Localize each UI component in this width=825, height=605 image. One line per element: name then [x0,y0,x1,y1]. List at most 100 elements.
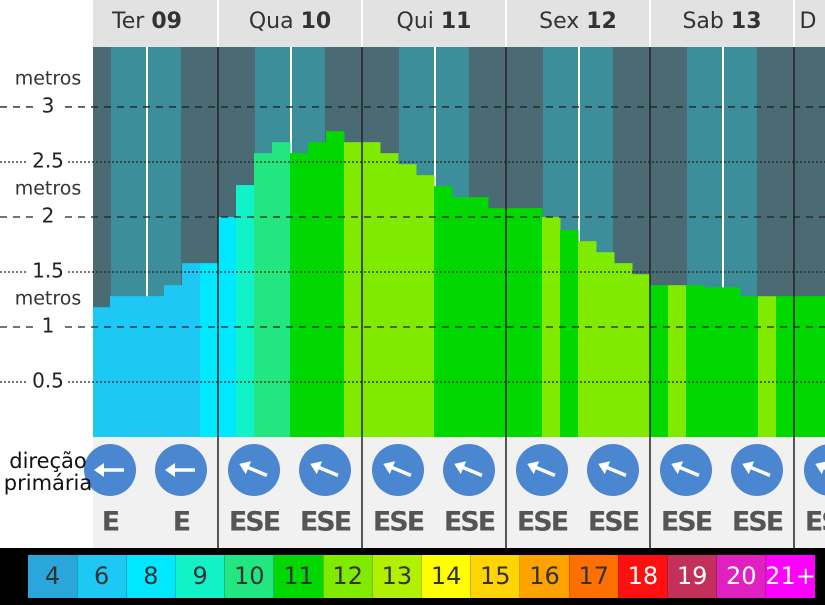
direction-text: ESE [588,507,639,538]
legend-label: 16 [529,562,560,590]
legend-swatch [77,555,127,598]
legend-swatch [224,555,274,598]
day-header: Sex 12 [539,9,617,34]
legend-swatch [126,555,176,598]
arrow-head [815,461,825,475]
wave-bar [344,142,363,437]
y-tick-label: 2.5 [32,148,64,172]
direction-text: E [102,507,119,538]
direction-arrow [155,444,207,496]
direction-label: primária [4,471,92,495]
wave-bar [326,131,345,437]
wave-bar [524,208,543,437]
wave-bar [596,252,615,437]
legend-swatch [520,555,569,598]
wave-bar [758,296,777,437]
wave-bar [794,296,813,437]
wave-bar [290,153,309,437]
y-tick-label: 1.5 [32,258,64,282]
legend-label: 8 [143,562,158,590]
bars [93,131,825,437]
arrow-head [527,461,540,475]
day-header: Qui 11 [397,9,472,34]
arrow-head [94,463,104,477]
arrow-circle [804,444,825,496]
header-band [93,0,825,47]
wave-bar [434,186,453,437]
direction-text: ESE [373,507,424,538]
tick-label-bg [34,314,62,339]
directions: E E ESE ESE ESE ESE ESE ESE ESE ESE ESE [84,444,825,538]
tick-label-bg [34,204,62,229]
wave-bar [812,296,825,437]
direction-arrow [84,444,136,496]
wave-bar [686,285,705,437]
direction-arrow [804,444,825,496]
direction-arrow [443,444,495,496]
day-date: 09 [151,9,182,34]
wave-bar [362,142,381,437]
legend-label: 9 [192,562,207,590]
wave-bar [200,263,219,437]
day-headers: Ter 09 Qua 10 Qui 11 Sex 12 Sab 13 D [111,0,816,548]
day-date: 10 [301,9,332,34]
wave-bar [182,263,201,437]
legend-label: 6 [94,562,109,590]
wave-bar [722,287,741,437]
legend-swatch [421,555,471,598]
y-tick-label: 0.5 [32,368,64,392]
wave-bar [164,285,183,437]
legend-swatch [28,555,77,598]
wave-bar [272,142,291,437]
wave-bar [704,287,723,437]
direction-arrow [228,444,280,496]
arrow-head [165,463,175,477]
legend-label: 21+ [765,562,816,590]
legend-label: 11 [283,562,314,590]
wave-bar [308,142,327,437]
wave-bar [506,208,525,437]
legend-swatch [766,555,815,598]
arrow-head [454,461,467,475]
legend-label: 15 [480,562,511,590]
wave-bar [236,185,255,437]
legend-swatch [470,555,520,598]
wave-bar [452,197,471,437]
direction-text: ESE [229,507,280,538]
direction-text: ESE [732,507,783,538]
legend-swatch [274,555,323,598]
legend-label: 4 [45,562,60,590]
legend-swatch [323,555,373,598]
direction-text: ESE [517,507,568,538]
y-unit-label: metros [15,177,82,199]
legend-label: 14 [431,562,462,590]
day-header: Ter 09 [111,9,182,34]
wave-bar [776,296,795,437]
day-header: D [800,9,817,34]
day-name: Qua [249,9,294,34]
direction-arrow [516,444,568,496]
legend-label: 17 [578,562,609,590]
wave-bar [560,230,579,437]
day-header: Sab 13 [682,9,761,34]
day-date: 12 [586,9,617,34]
wave-bar [146,296,165,437]
day-name: D [800,9,817,34]
day-header: Qua 10 [249,9,331,34]
arrow-head [671,461,684,475]
wave-bar [93,307,111,437]
direction-arrow [299,444,351,496]
tick-label-bg [28,149,66,174]
legend-swatch [716,555,766,598]
arrow-head [383,461,396,475]
day-name: Ter [111,9,145,34]
day-date: 11 [441,9,472,34]
direction-text: ESE [805,507,825,538]
wave-bar [740,296,759,437]
grid: 0.5 1 metros 1.5 2 metros 2.5 3 metros [0,67,825,394]
day-date: 13 [731,9,762,34]
direction-text: ESE [661,507,712,538]
arrow-head [742,461,755,475]
tick-label-bg [28,369,66,394]
